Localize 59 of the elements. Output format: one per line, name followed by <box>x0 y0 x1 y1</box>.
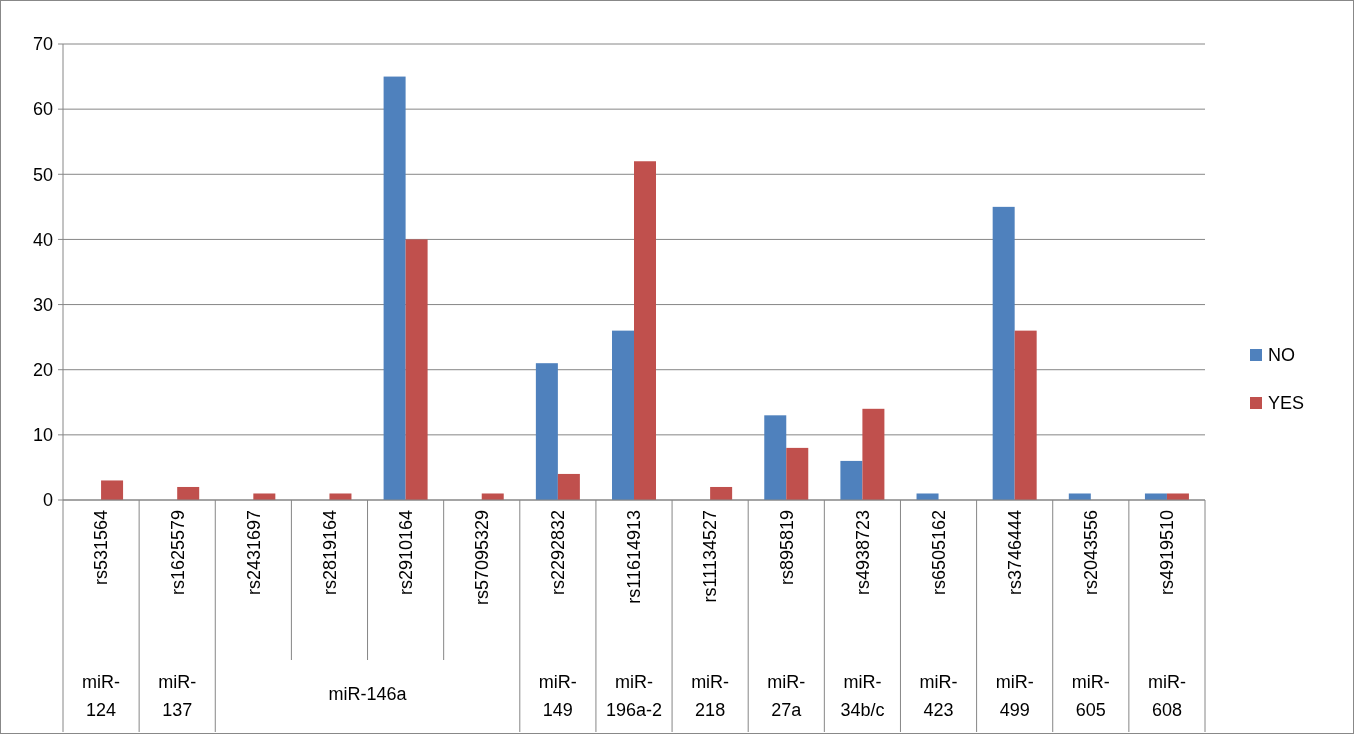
bar <box>405 239 428 500</box>
x-tick-label: rs11614913 <box>624 510 645 604</box>
bar <box>383 76 406 500</box>
text: miR-137 <box>158 672 197 720</box>
bar <box>253 493 276 500</box>
text: miR-34b/c <box>840 672 885 720</box>
text: miR-124 <box>82 672 121 720</box>
text: miR-423 <box>919 672 958 720</box>
text: miR-196a-2 <box>605 672 663 720</box>
x-tick-label: rs3746444 <box>1004 510 1025 596</box>
bar <box>329 493 352 500</box>
x-tick-label: rs57095329 <box>472 510 493 606</box>
x-tick-label: rs2819164 <box>319 510 340 596</box>
bar <box>764 415 787 500</box>
legend-label: YES <box>1268 393 1305 414</box>
y-tick-label: 0 <box>42 490 53 511</box>
text: miR-149 <box>538 672 577 720</box>
x-tick-label: rs6505162 <box>928 510 949 596</box>
y-tick-label: 30 <box>32 294 53 315</box>
y-tick-label: 10 <box>32 425 53 446</box>
x-tick-label: rs2910164 <box>395 510 416 596</box>
y-tick-label: 40 <box>32 229 53 250</box>
bar <box>992 206 1015 500</box>
text: miR-146a <box>328 684 408 704</box>
bar <box>1014 330 1037 500</box>
y-tick-label: 50 <box>32 164 53 185</box>
x-tick-label: rs531564 <box>91 510 112 586</box>
text: miR-499 <box>995 672 1034 720</box>
x-tick-label: rs4919510 <box>1157 510 1178 596</box>
bar <box>1144 493 1167 500</box>
x-tick-label: rs4938723 <box>852 510 873 596</box>
bar <box>634 161 656 500</box>
bar <box>840 460 863 500</box>
bar <box>535 363 558 500</box>
bar <box>1068 493 1091 500</box>
bar <box>1166 493 1189 500</box>
text: miR-218 <box>691 672 730 720</box>
bar <box>557 473 580 500</box>
bar <box>101 480 124 500</box>
x-tick-label: rs2431697 <box>243 510 264 596</box>
y-tick-label: 60 <box>32 99 53 120</box>
x-tick-label: rs2292832 <box>548 510 569 596</box>
bar <box>862 408 885 500</box>
bar <box>481 493 504 500</box>
text: miR-605 <box>1071 672 1110 720</box>
legend-label: NO <box>1268 345 1295 366</box>
bar <box>710 486 733 500</box>
x-tick-label: rs1625579 <box>167 510 188 596</box>
bar <box>177 486 200 500</box>
y-tick-label: 70 <box>32 34 53 55</box>
y-tick-label: 20 <box>32 360 53 381</box>
x-tick-label: rs895819 <box>776 510 797 586</box>
x-tick-label: rs11134527 <box>700 510 721 603</box>
text: miR-608 <box>1147 672 1186 720</box>
bar <box>612 330 634 500</box>
bar <box>916 493 939 500</box>
bar <box>786 447 809 500</box>
x-tick-label: rs2043556 <box>1081 510 1102 596</box>
text: miR-27a <box>767 672 806 720</box>
